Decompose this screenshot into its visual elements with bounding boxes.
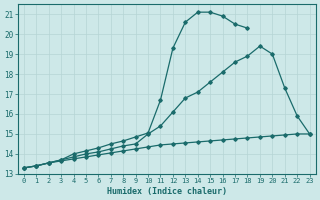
X-axis label: Humidex (Indice chaleur): Humidex (Indice chaleur) — [107, 187, 227, 196]
